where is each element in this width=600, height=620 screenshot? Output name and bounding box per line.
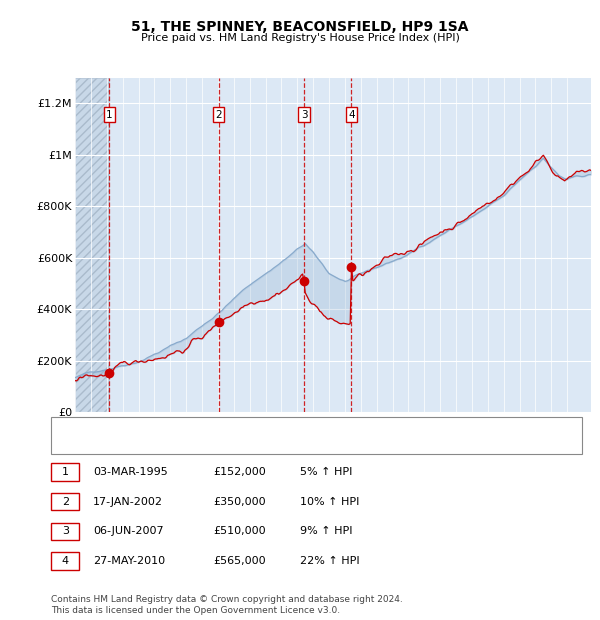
Text: 51, THE SPINNEY, BEACONSFIELD, HP9 1SA (detached house): 51, THE SPINNEY, BEACONSFIELD, HP9 1SA (… xyxy=(96,422,416,432)
Text: 27-MAY-2010: 27-MAY-2010 xyxy=(93,556,165,566)
Text: This data is licensed under the Open Government Licence v3.0.: This data is licensed under the Open Gov… xyxy=(51,606,340,614)
Text: 03-MAR-1995: 03-MAR-1995 xyxy=(93,467,168,477)
Text: HPI: Average price, detached house, Buckinghamshire: HPI: Average price, detached house, Buck… xyxy=(96,438,380,448)
Text: 51, THE SPINNEY, BEACONSFIELD, HP9 1SA: 51, THE SPINNEY, BEACONSFIELD, HP9 1SA xyxy=(131,20,469,33)
Text: 5% ↑ HPI: 5% ↑ HPI xyxy=(300,467,352,477)
Bar xyxy=(75,78,109,412)
Text: 17-JAN-2002: 17-JAN-2002 xyxy=(93,497,163,507)
Text: 9% ↑ HPI: 9% ↑ HPI xyxy=(300,526,353,536)
Text: 22% ↑ HPI: 22% ↑ HPI xyxy=(300,556,359,566)
Text: 1: 1 xyxy=(62,467,69,477)
Text: 4: 4 xyxy=(62,556,69,566)
Text: 06-JUN-2007: 06-JUN-2007 xyxy=(93,526,164,536)
Text: 4: 4 xyxy=(348,110,355,120)
Text: 3: 3 xyxy=(301,110,307,120)
Text: 3: 3 xyxy=(62,526,69,536)
Text: Price paid vs. HM Land Registry's House Price Index (HPI): Price paid vs. HM Land Registry's House … xyxy=(140,33,460,43)
Text: 2: 2 xyxy=(62,497,69,507)
Text: 10% ↑ HPI: 10% ↑ HPI xyxy=(300,497,359,507)
Text: 1: 1 xyxy=(106,110,113,120)
Text: £565,000: £565,000 xyxy=(213,556,266,566)
Text: £152,000: £152,000 xyxy=(213,467,266,477)
Text: £350,000: £350,000 xyxy=(213,497,266,507)
Text: Contains HM Land Registry data © Crown copyright and database right 2024.: Contains HM Land Registry data © Crown c… xyxy=(51,595,403,604)
Text: 2: 2 xyxy=(215,110,222,120)
Text: £510,000: £510,000 xyxy=(213,526,266,536)
